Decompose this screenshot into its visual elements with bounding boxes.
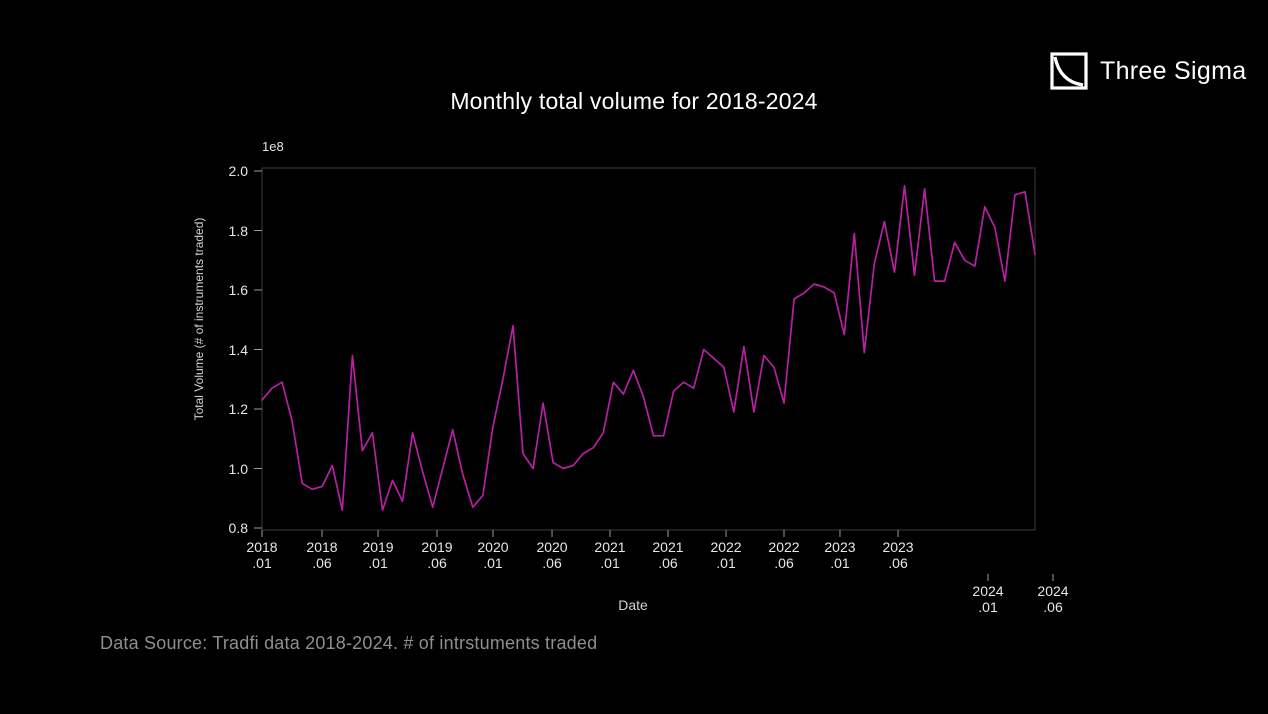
volume-series-line: [261, 185, 1036, 512]
x-tick-label: 2022 .06: [768, 539, 800, 571]
x-tick-label: 2021 .06: [652, 539, 684, 571]
data-source-note: Data Source: Tradfi data 2018-2024. # of…: [100, 633, 598, 653]
x-tick-label: 2023 .01: [824, 539, 856, 571]
y-axis-label: Total Volume (# of instruments traded): [192, 217, 206, 421]
x-tick-label: 2019 .01: [362, 539, 394, 571]
y-axis-offset-label: 1e8: [262, 139, 284, 154]
y-tick-label: 0.8: [228, 520, 248, 536]
brand-name: Three Sigma: [1100, 56, 1247, 85]
y-tick-label: 1.4: [228, 341, 248, 358]
x-axis-label: Date: [618, 597, 648, 613]
y-tick-label: 1.0: [228, 460, 248, 477]
y-tick-label: 1.6: [228, 282, 248, 298]
y-tick-label: 1.2: [228, 401, 248, 417]
x-tick-label: 2020 .01: [477, 539, 509, 571]
x-tick-label: 2020 .06: [536, 539, 568, 571]
chart-title: Monthly total volume for 2018-2024: [450, 88, 818, 114]
x-tick-label: 2023 .06: [882, 539, 914, 571]
brand-logo: Three Sigma: [1050, 52, 1246, 90]
x-tick-label: 2022 .01: [710, 539, 742, 571]
x-tick-label: 2024 .01: [972, 583, 1004, 615]
x-tick-label: 2018 .01: [246, 539, 278, 571]
x-tick-label: 2021 .01: [594, 539, 626, 571]
x-tick-label: 2024 .06: [1037, 583, 1069, 615]
y-tick-label: 2.0: [228, 163, 248, 179]
y-tick-label: 1.8: [228, 222, 248, 239]
three-sigma-logo-icon: [1050, 52, 1088, 90]
x-tick-label: 2018 .06: [306, 539, 338, 571]
x-tick-label: 2019 .06: [421, 539, 453, 571]
